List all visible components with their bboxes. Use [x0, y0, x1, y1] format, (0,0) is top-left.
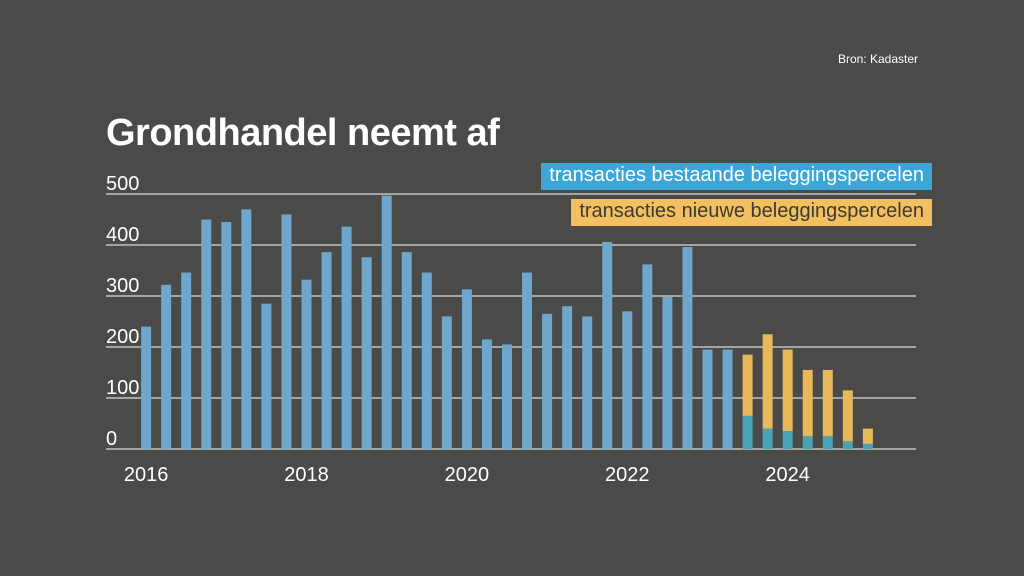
bar-existing-2024: [782, 431, 793, 449]
bar-existing-2022.5: [662, 297, 673, 449]
bar-existing-2020.5: [501, 344, 512, 449]
bar-existing-2024.75: [842, 441, 853, 449]
bar-existing-2023: [702, 349, 713, 449]
legend-existing-parcels: transacties bestaande beleggingspercelen: [541, 163, 932, 190]
bar-existing-2017.25: [241, 209, 252, 449]
bar-existing-2024.5: [822, 436, 833, 449]
y-tick-label-0: 0: [106, 428, 117, 450]
bar-new-2023.5: [742, 354, 753, 416]
bar-existing-2025: [862, 443, 873, 449]
bar-new-2024.75: [842, 390, 853, 442]
bar-existing-2022: [622, 311, 633, 449]
x-tick-label-2016: 2016: [124, 464, 169, 486]
x-tick-label-2018: 2018: [284, 464, 329, 486]
bar-new-2024: [782, 349, 793, 432]
bar-existing-2017.5: [261, 303, 272, 449]
bar-existing-2023.5: [742, 415, 753, 449]
bar-existing-2019.25: [401, 252, 412, 449]
bar-existing-2021.5: [582, 316, 593, 449]
y-tick-label-300: 300: [106, 275, 139, 297]
bar-existing-2019.75: [441, 316, 452, 449]
x-tick-label-2022: 2022: [605, 464, 650, 486]
bar-existing-2022.75: [682, 247, 693, 449]
bar-existing-2016: [141, 326, 152, 449]
bar-existing-2021.25: [562, 306, 573, 449]
bar-existing-2018.75: [361, 257, 372, 449]
bar-existing-2020.75: [522, 272, 533, 449]
bar-new-2024.5: [822, 369, 833, 437]
bar-new-2023.75: [762, 334, 773, 429]
source-note: Bron: Kadaster: [837, 52, 918, 66]
bar-existing-2017: [221, 222, 232, 449]
y-tick-label-400: 400: [106, 224, 139, 246]
x-tick-label-2024: 2024: [765, 464, 810, 486]
bar-existing-2022.25: [642, 264, 653, 449]
bar-existing-2017.75: [281, 214, 292, 449]
y-tick-label-100: 100: [106, 377, 139, 399]
x-tick-label-2020: 2020: [445, 464, 490, 486]
bar-existing-2020.25: [481, 339, 492, 449]
bar-existing-2024.25: [802, 436, 813, 449]
legend-new-parcels: transacties nieuwe beleggingspercelen: [571, 199, 932, 226]
bar-existing-2021: [542, 313, 553, 449]
bar-existing-2023.75: [762, 428, 773, 449]
y-tick-label-500: 500: [106, 173, 139, 195]
bar-existing-2020: [461, 289, 472, 449]
y-tick-label-200: 200: [106, 326, 139, 348]
bar-existing-2019.5: [421, 272, 432, 449]
bar-existing-2018: [301, 279, 312, 449]
bar-existing-2016.75: [201, 219, 212, 449]
bar-existing-2016.5: [181, 272, 192, 449]
bar-existing-2018.25: [321, 252, 332, 449]
bar-new-2025: [862, 428, 873, 444]
bar-existing-2018.5: [341, 226, 352, 449]
bar-new-2024.25: [802, 369, 813, 437]
chart-title: Grondhandel neemt af: [106, 112, 500, 154]
bar-existing-2016.25: [161, 284, 172, 449]
bar-existing-2023.25: [722, 349, 733, 449]
bar-existing-2019: [381, 195, 392, 449]
bar-existing-2021.75: [602, 241, 613, 449]
